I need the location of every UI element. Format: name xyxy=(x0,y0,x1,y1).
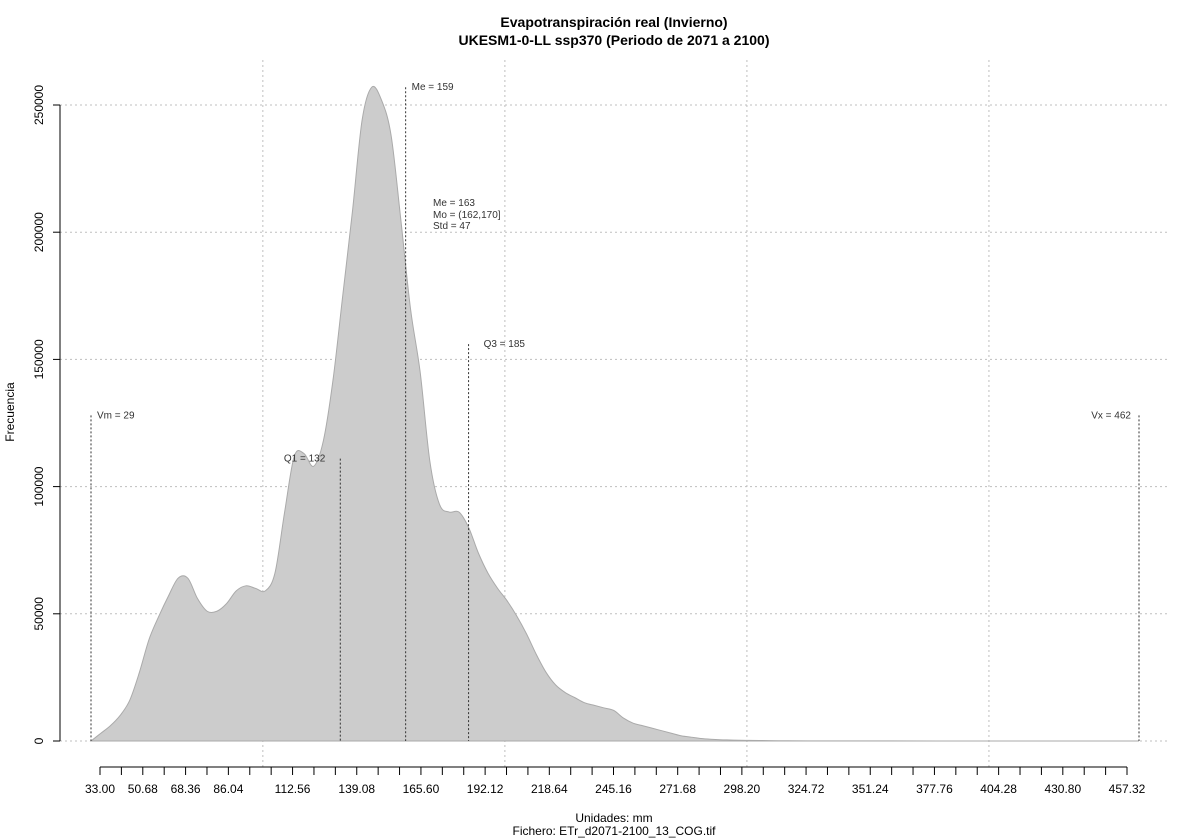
x-tick-label-14: 377.76 xyxy=(916,782,953,796)
x-tick-label-7: 192.12 xyxy=(467,782,504,796)
x-tick-label-9: 245.16 xyxy=(595,782,632,796)
stat-mode: Mo = (162,170] xyxy=(433,210,501,221)
x-tick-label-15: 404.28 xyxy=(980,782,1017,796)
stat-median: Me = 163 xyxy=(433,198,475,209)
x-axis: 33.00 50.68 68.36 86.04 112.56 139.08 165.60 19… xyxy=(85,767,1146,796)
x-tick-label-17: 457.32 xyxy=(1109,782,1146,796)
x-tick-label-10: 271.68 xyxy=(659,782,696,796)
y-tick-label-4: 200000 xyxy=(32,212,46,252)
chart-title: Evapotranspiración real (Invierno) xyxy=(500,14,727,30)
marker-label-0: Vm = 29 xyxy=(97,410,135,421)
marker-layer: Vm = 29 Q1 = 132 Me = 159 Q3 = 185 Vx = 462 xyxy=(90,82,1140,741)
x-axis-title: Unidades: mm xyxy=(575,811,652,825)
x-tick-label-0: 33.00 xyxy=(85,782,115,796)
x-tick-label-3: 86.04 xyxy=(213,782,243,796)
stats-annotation: Me = 163 Mo = (162,170] Std = 47 xyxy=(433,198,501,232)
y-axis: 0 50000 100000 150000 200000 250000 xyxy=(32,85,60,744)
y-tick-label-3: 150000 xyxy=(32,339,46,379)
y-axis-title: Frecuencia xyxy=(3,382,17,442)
x-tick-label-2: 68.36 xyxy=(171,782,201,796)
y-tick-label-5: 250000 xyxy=(32,85,46,125)
x-tick-label-5: 139.08 xyxy=(338,782,375,796)
x-tick-label-8: 218.64 xyxy=(531,782,568,796)
y-tick-label-1: 50000 xyxy=(32,597,46,631)
x-tick-label-13: 351.24 xyxy=(852,782,889,796)
density-area xyxy=(89,85,1140,742)
x-tick-label-16: 430.80 xyxy=(1044,782,1081,796)
x-tick-label-12: 324.72 xyxy=(788,782,825,796)
area-layer xyxy=(89,85,1140,742)
stat-std: Std = 47 xyxy=(433,221,471,232)
marker-label-1: Q1 = 132 xyxy=(284,454,326,465)
y-tick-label-0: 0 xyxy=(32,737,46,744)
file-name: Fichero: ETr_d2071-2100_13_COG.tif xyxy=(513,824,717,838)
marker-label-2: Me = 159 xyxy=(412,82,454,93)
marker-label-4: Vx = 462 xyxy=(1091,410,1131,421)
chart-subtitle: UKESM1-0-LL ssp370 (Periodo de 2071 a 21… xyxy=(459,32,770,48)
x-tick-label-4: 112.56 xyxy=(275,782,311,796)
marker-label-3: Q3 = 185 xyxy=(484,339,526,350)
y-tick-label-2: 100000 xyxy=(32,466,46,506)
x-tick-label-1: 50.68 xyxy=(128,782,158,796)
x-tick-label-6: 165.60 xyxy=(403,782,440,796)
x-tick-label-11: 298.20 xyxy=(724,782,761,796)
